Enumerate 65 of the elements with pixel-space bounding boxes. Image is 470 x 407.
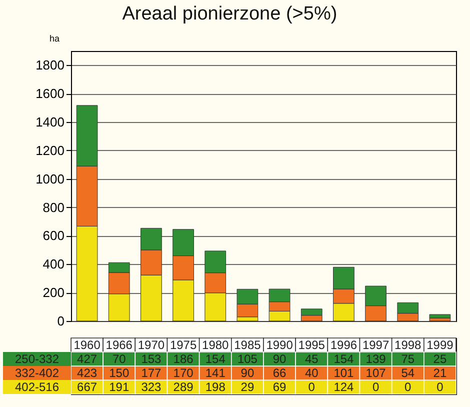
legend-label: 250-332	[14, 352, 60, 366]
data-label: 323	[141, 380, 162, 394]
data-label: 29	[240, 380, 254, 394]
data-label: 141	[205, 366, 226, 380]
data-label: 0	[372, 380, 380, 394]
y-tick-label: 600	[42, 228, 64, 244]
x-tick-label: 1975	[170, 338, 197, 352]
data-label: 0	[308, 380, 316, 394]
data-label: 105	[237, 352, 258, 366]
x-tick-label: 1998	[394, 338, 422, 352]
x-tick-label: 1980	[202, 338, 230, 352]
y-tick-label: 1400	[36, 114, 64, 130]
bar	[429, 318, 451, 322]
x-tick-label: 1990	[266, 338, 294, 352]
data-label: 66	[272, 366, 287, 380]
data-label: 154	[334, 352, 354, 366]
data-label: 139	[366, 352, 386, 366]
data-label: 69	[272, 380, 287, 394]
x-tick-label: 1966	[106, 338, 133, 352]
data-label: 40	[304, 366, 319, 380]
x-tick-label: 1985	[234, 338, 262, 352]
y-tick-label: 400	[42, 256, 64, 272]
data-label: 21	[433, 366, 447, 380]
x-tick-label: 1996	[330, 338, 358, 352]
legend-label: 332-402	[14, 366, 60, 380]
data-label: 101	[334, 366, 354, 380]
data-label: 289	[173, 380, 194, 394]
x-tick-label: 1997	[362, 338, 390, 352]
y-tick-label: 1600	[36, 86, 64, 102]
chart-title: Areaal pionierzone (>5%)	[122, 4, 338, 24]
y-tick-label: 1000	[36, 171, 64, 186]
data-label: 90	[240, 366, 254, 380]
data-label: 150	[109, 366, 130, 380]
y-tick-label: 0	[57, 314, 64, 328]
y-tick-label: 1800	[36, 58, 64, 73]
data-label: 54	[401, 366, 415, 380]
x-tick-label: 1960	[74, 338, 101, 352]
data-label: 423	[77, 366, 98, 380]
data-label: 427	[77, 352, 98, 366]
data-label: 75	[401, 352, 415, 366]
legend-label: 402-516	[14, 380, 60, 394]
x-tick-label: 1970	[138, 338, 165, 352]
data-label: 25	[433, 352, 447, 366]
data-label: 186	[173, 352, 194, 366]
y-axis-title: ha	[50, 34, 60, 44]
data-label: 107	[366, 366, 386, 380]
data-label: 0	[404, 380, 412, 394]
x-tick-label: 1995	[298, 338, 326, 352]
data-label: 170	[173, 366, 194, 380]
data-label: 0	[436, 380, 444, 394]
data-label: 667	[77, 380, 98, 394]
data-label: 45	[304, 352, 319, 366]
y-tick-label: 1200	[36, 142, 64, 158]
bar	[429, 314, 451, 318]
y-tick-label: 200	[42, 285, 64, 300]
data-label: 198	[205, 380, 226, 394]
x-tick-label: 1999	[426, 338, 454, 352]
data-label: 177	[141, 366, 162, 380]
y-tick-label: 800	[42, 200, 64, 215]
data-label: 154	[205, 352, 226, 366]
data-label: 191	[109, 380, 130, 394]
data-label: 70	[112, 352, 126, 366]
data-label: 90	[272, 352, 287, 366]
data-label: 124	[334, 380, 354, 394]
data-label: 153	[141, 352, 162, 366]
